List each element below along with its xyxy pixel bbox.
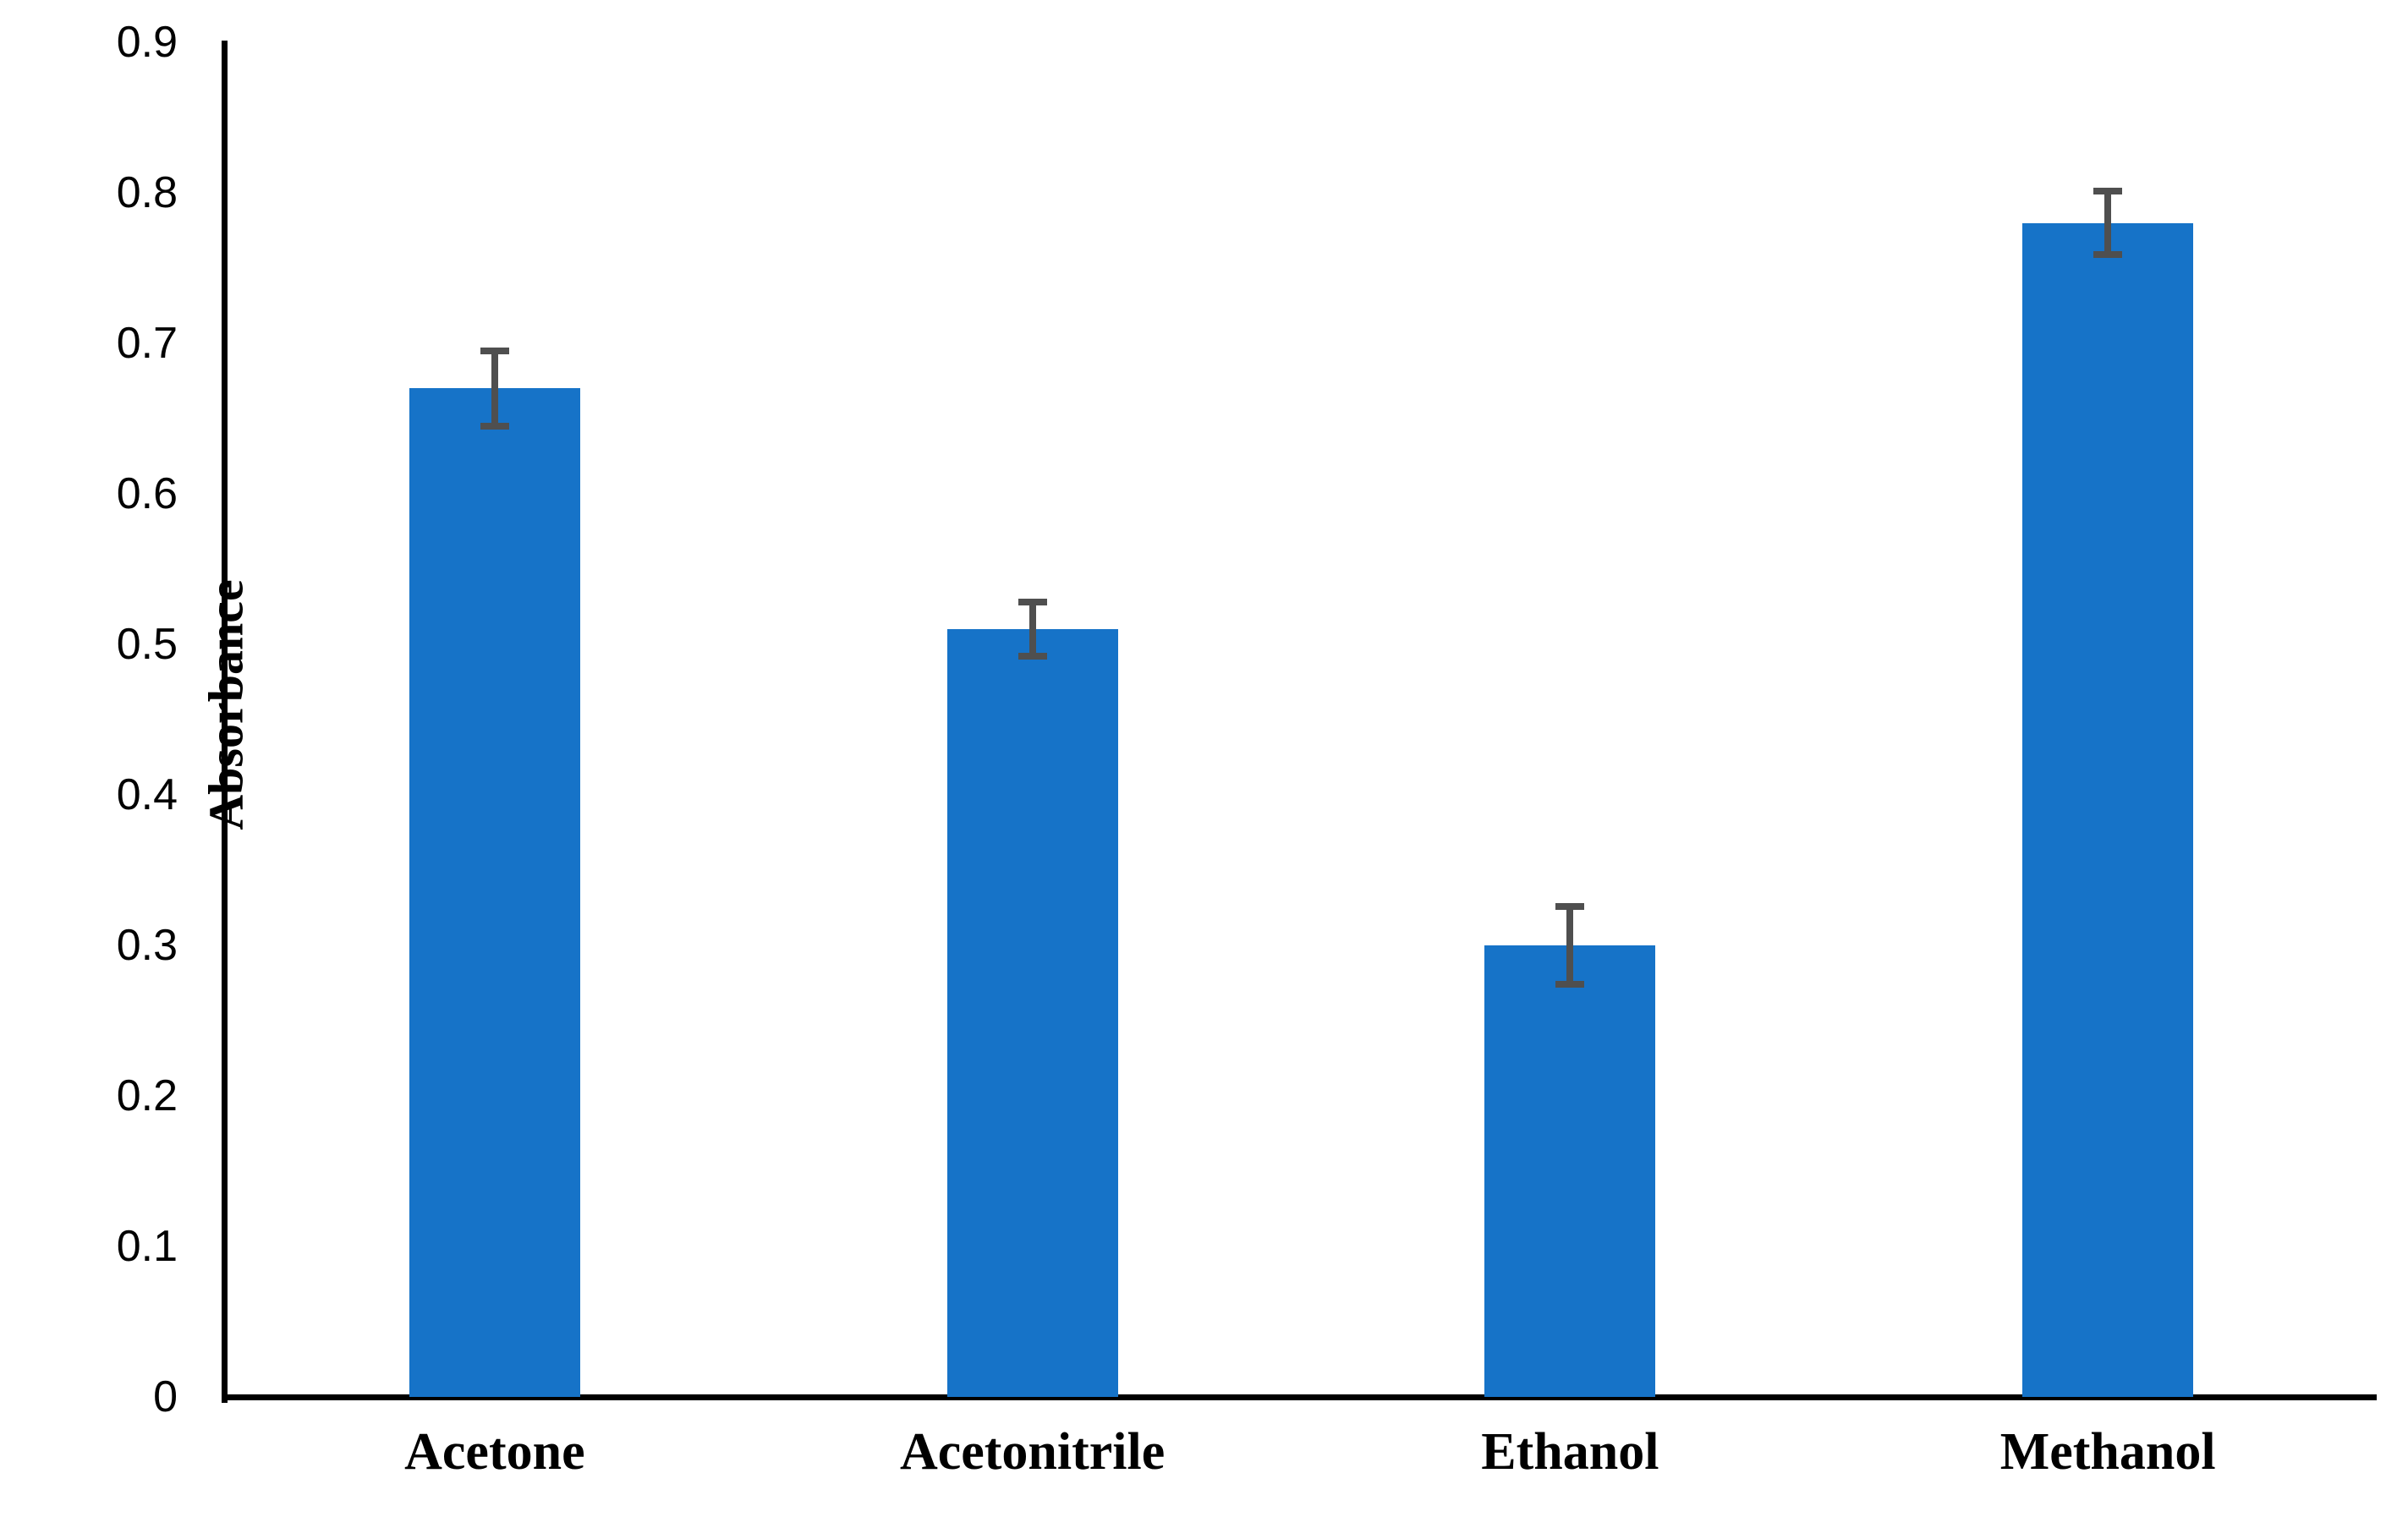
- error-bar-cap: [2093, 250, 2123, 258]
- error-bar-cap: [480, 347, 509, 354]
- y-tick-label: 0.1: [116, 1222, 178, 1271]
- error-bar-cap: [1018, 653, 1047, 660]
- error-bar-cap: [480, 422, 509, 430]
- error-bar-line: [1028, 602, 1036, 657]
- bar-ethanol: [1484, 945, 1656, 1397]
- error-bar-cap: [1018, 599, 1047, 606]
- error-bar-cap: [2093, 188, 2123, 195]
- error-bar-line: [1566, 906, 1574, 985]
- y-tick-label: 0.9: [116, 18, 178, 67]
- y-tick-label: 0.6: [116, 469, 178, 518]
- y-tick-label: 0.4: [116, 770, 178, 819]
- y-tick-label: 0: [153, 1372, 178, 1421]
- y-tick-label: 0.5: [116, 620, 178, 669]
- x-category-label: Methanol: [1999, 1423, 2216, 1481]
- bar-acetone: [409, 388, 580, 1397]
- y-tick-label: 0.3: [116, 921, 178, 970]
- y-axis-line: [222, 41, 228, 1403]
- y-tick-label: 0.7: [116, 319, 178, 368]
- error-bar-line: [2104, 191, 2112, 255]
- x-axis-line: [222, 1394, 2377, 1400]
- bar-methanol: [2022, 222, 2194, 1397]
- x-category-label: Acetone: [404, 1423, 585, 1481]
- error-bar-cap: [1555, 981, 1585, 989]
- bar-acetonitrile: [946, 629, 1118, 1397]
- y-tick-label: 0.2: [116, 1071, 178, 1120]
- error-bar-cap: [1555, 902, 1585, 910]
- error-bar-line: [491, 350, 498, 426]
- x-category-label: Acetonitrile: [899, 1423, 1166, 1481]
- plot-area: Absorbance 00.10.20.30.40.50.60.70.80.9 …: [117, 20, 2377, 1481]
- y-tick-label: 0.8: [116, 168, 178, 217]
- x-category-label: Ethanol: [1481, 1423, 1659, 1481]
